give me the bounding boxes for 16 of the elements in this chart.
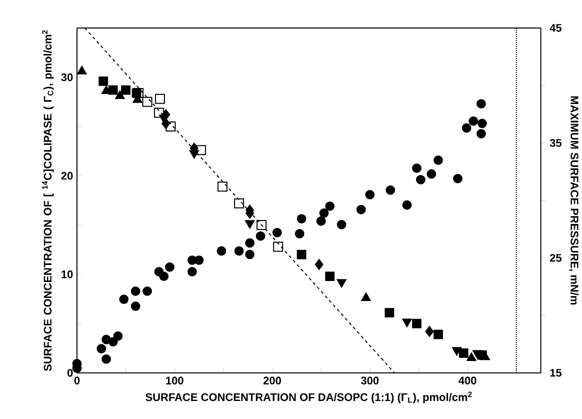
x-tick-label: 300: [360, 376, 379, 385]
y-axis-title: SURFACE CONCENTRATION OF [ $^{14}$C]COLIPASE ( Γ$_{C}$), pmol/cm$^{2}$: [42, 30, 54, 372]
y2-axis-title: MAXIMUM SURFACE PRESSURE, mN/m: [568, 96, 579, 305]
y-tick-label: 0: [67, 369, 73, 377]
y-tick-label: 30: [61, 73, 73, 82]
y2-tick-label: 45: [550, 24, 562, 32]
x-tick-label: 100: [166, 376, 184, 385]
x-tick-label: 200: [263, 376, 281, 385]
x-tick-label: 0: [74, 376, 80, 385]
y2-tick-label: 35: [550, 139, 562, 147]
y2-tick-label: 15: [550, 369, 562, 377]
y-tick-label: 10: [62, 270, 73, 278]
y2-tick-label: 25: [550, 254, 562, 262]
y-tick-label: 20: [61, 172, 73, 180]
x-axis-title: SURFACE CONCENTRATION OF DA/SOPC (1:1) (Γ$_{L}$), pmol/cm$^{2}$: [146, 392, 472, 404]
x-tick-label: 400: [458, 376, 476, 385]
